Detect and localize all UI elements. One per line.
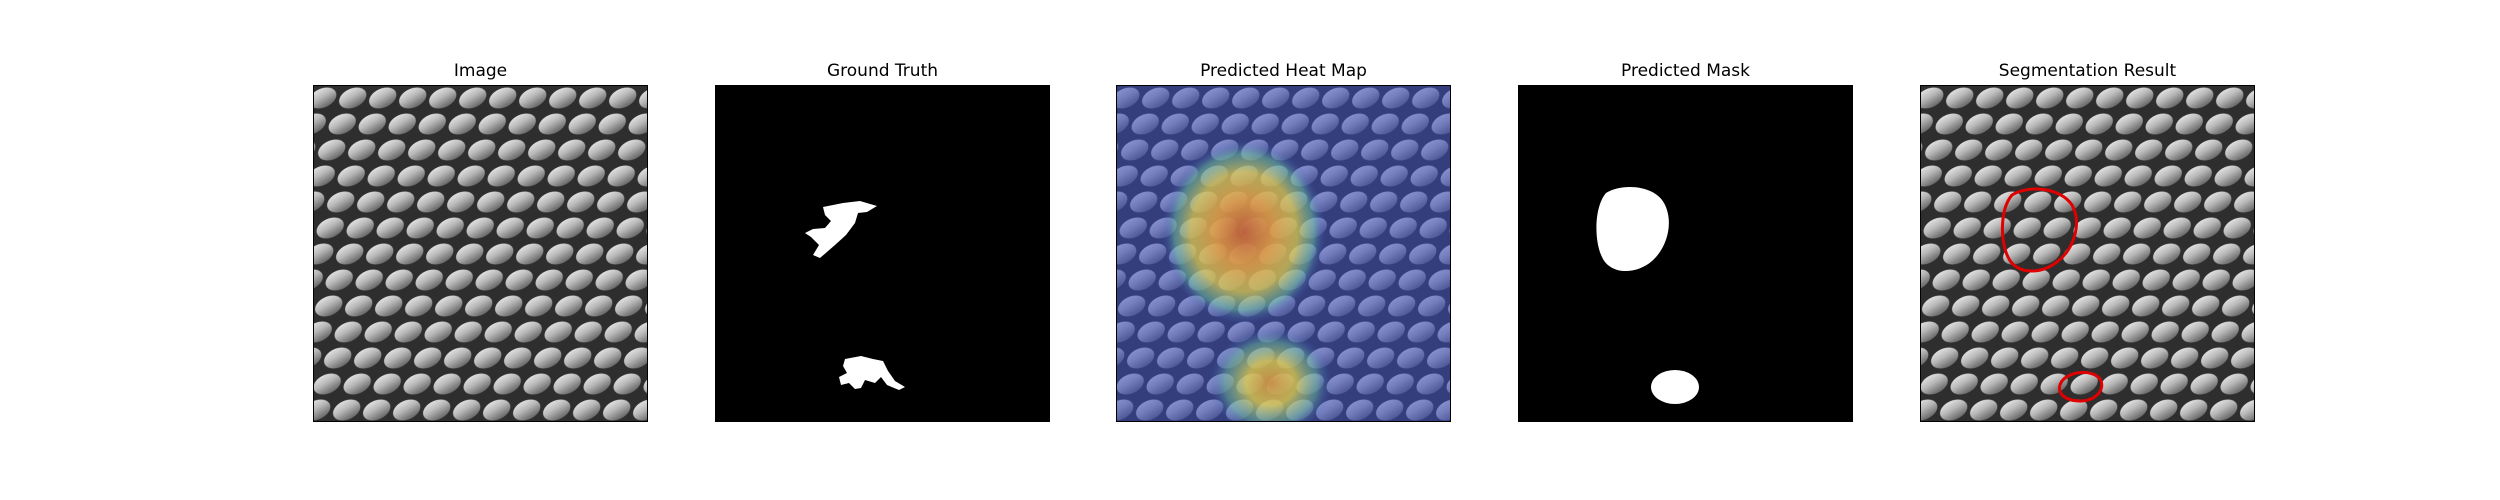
- ground-truth-region-lower: [839, 356, 905, 390]
- ground-truth-mask: [715, 85, 1050, 422]
- heat-hotspot-upper: [1162, 140, 1326, 324]
- panel-segmentation-result: Segmentation Result: [1920, 52, 2255, 422]
- predicted-mask-region-upper: [1596, 187, 1669, 272]
- segmentation-contour-upper: [2000, 187, 2078, 273]
- segmentation-result: [1920, 85, 2255, 422]
- segmentation-contour-lower: [2057, 371, 2104, 403]
- panel-image: Image: [313, 52, 648, 422]
- ground-truth-region-upper: [805, 201, 877, 258]
- panel-title-ground-truth: Ground Truth: [826, 61, 939, 81]
- heat-hotspot-lower: [1209, 328, 1333, 422]
- segmentation-result-figure: [1920, 85, 2255, 422]
- panel-predicted-mask: Predicted Mask: [1518, 52, 1853, 422]
- input-image: [313, 85, 648, 422]
- heat-map-figure: [1116, 85, 1451, 422]
- panel-heat-map: Predicted Heat Map: [1116, 52, 1451, 422]
- ground-truth-figure: [715, 85, 1050, 422]
- panel-title-predicted-mask: Predicted Mask: [1621, 61, 1750, 81]
- panel-title-heat-map: Predicted Heat Map: [1200, 61, 1367, 81]
- panel-ground-truth: Ground Truth: [715, 52, 1050, 422]
- predicted-mask-region-lower: [1651, 370, 1699, 404]
- predicted-mask-figure: [1518, 85, 1853, 422]
- panel-title-segmentation-result: Segmentation Result: [1998, 61, 2177, 81]
- panel-title-image: Image: [453, 61, 508, 81]
- predicted-mask: [1518, 85, 1853, 422]
- image-figure: [313, 85, 648, 422]
- predicted-heat-map: [1116, 85, 1451, 422]
